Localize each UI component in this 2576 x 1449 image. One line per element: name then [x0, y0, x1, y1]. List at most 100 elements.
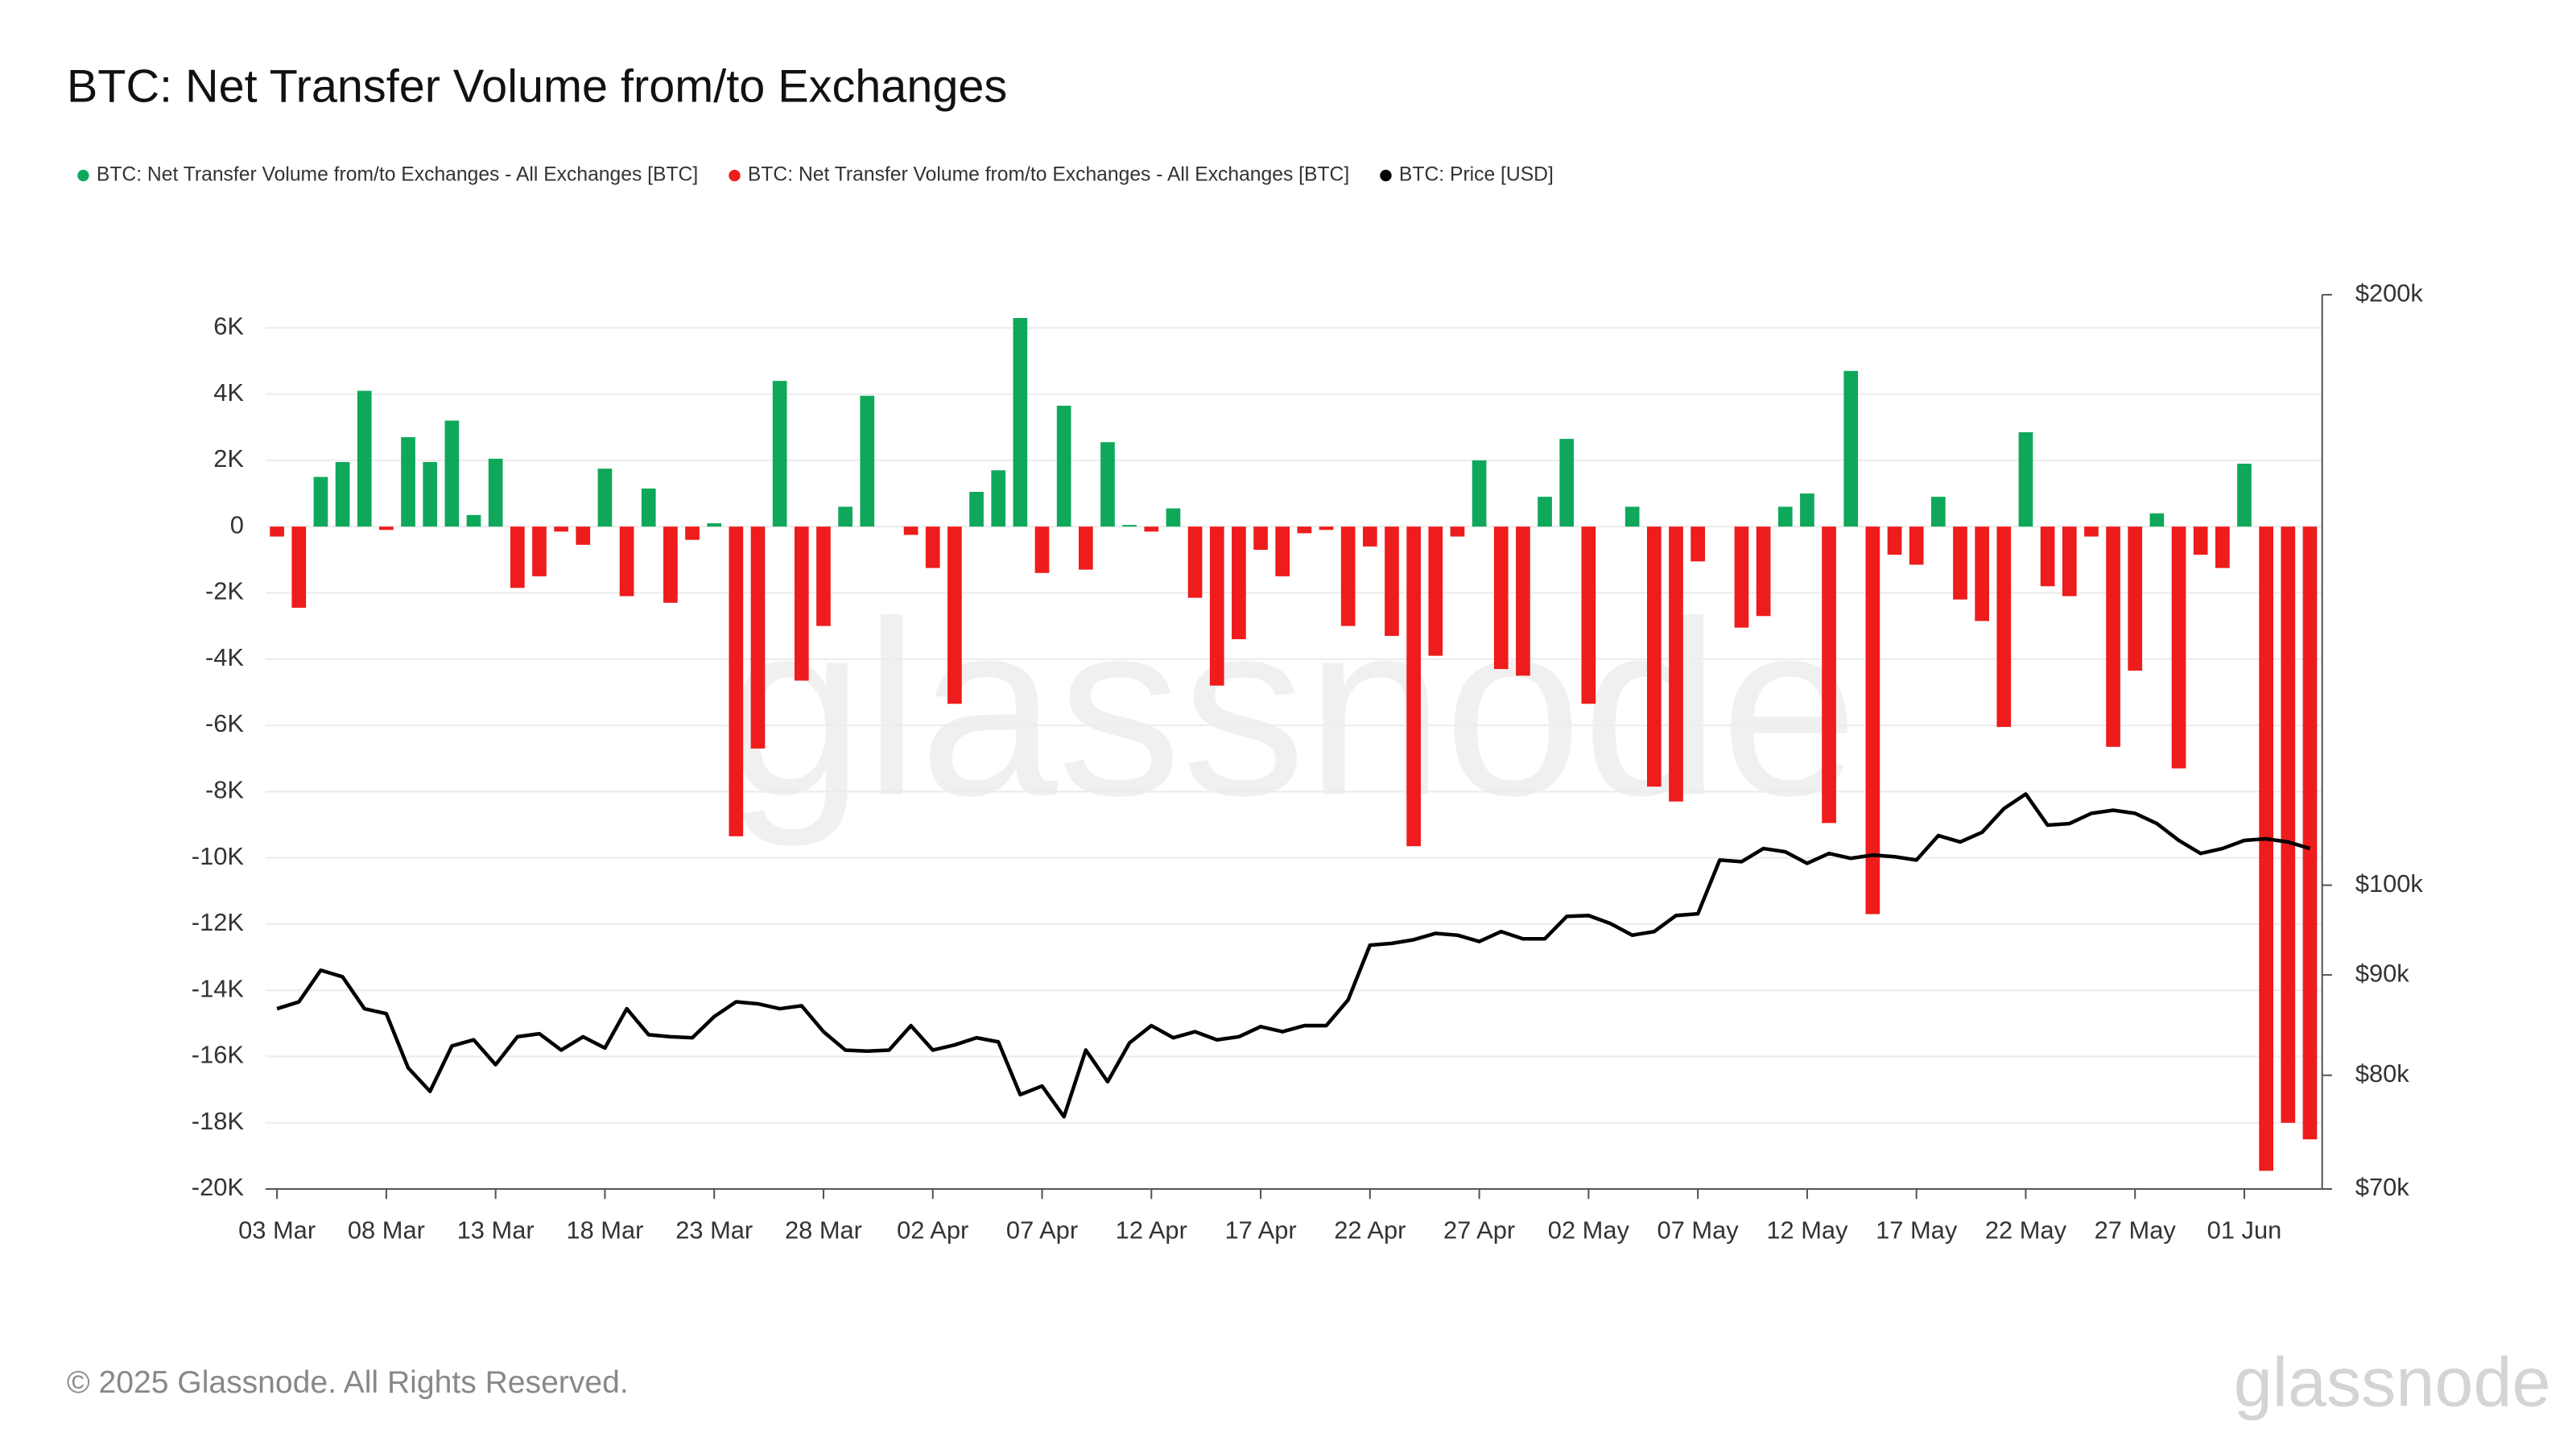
- x-tick-label: 03 Mar: [238, 1216, 316, 1245]
- y-tick-label: -18K: [192, 1107, 245, 1135]
- chart-title: BTC: Net Transfer Volume from/to Exchang…: [67, 60, 1007, 112]
- bar: [1187, 526, 1203, 598]
- bar: [2084, 526, 2099, 537]
- watermark: glassnode: [726, 571, 1859, 848]
- bar: [1559, 439, 1575, 527]
- y2-tick-label: $100k: [2355, 869, 2424, 898]
- bar: [1822, 526, 1836, 824]
- bar: [1166, 508, 1181, 527]
- legend-label: BTC: Price [USD]: [1399, 164, 1554, 186]
- bar: [2018, 431, 2033, 527]
- bar: [1800, 493, 1814, 527]
- bar: [816, 526, 831, 626]
- bar: [750, 526, 766, 749]
- y-tick-label: -8K: [205, 775, 244, 803]
- bar: [597, 469, 613, 527]
- price-line: [276, 792, 2311, 1119]
- bar: [444, 420, 460, 527]
- bar: [1581, 526, 1596, 704]
- bar: [1865, 526, 1880, 914]
- legend-marker: [729, 169, 741, 182]
- bar: [357, 390, 372, 527]
- bar: [2302, 526, 2318, 1140]
- bar: [2106, 526, 2120, 747]
- x-tick-label: 12 May: [1766, 1216, 1848, 1245]
- bar: [903, 526, 919, 535]
- bar: [1144, 526, 1159, 532]
- bar: [2237, 464, 2252, 527]
- bar: [1996, 526, 2012, 728]
- bar: [1734, 526, 1749, 628]
- bar: [335, 461, 350, 527]
- y-tick-label: 6K: [213, 312, 244, 340]
- bar: [291, 526, 307, 608]
- y-tick-label: -6K: [205, 709, 244, 737]
- y-tick-label: 2K: [213, 444, 244, 473]
- bar: [554, 526, 568, 532]
- bar: [1953, 526, 1967, 600]
- x-tick-label: 13 Mar: [457, 1216, 535, 1245]
- bar: [379, 526, 394, 530]
- x-tick-label: 08 Mar: [348, 1216, 425, 1245]
- bar: [707, 523, 722, 527]
- logo: glassnode: [2234, 1344, 2551, 1422]
- bar: [1428, 526, 1443, 656]
- legend-label: BTC: Net Transfer Volume from/to Exchang…: [97, 164, 698, 186]
- bar: [2259, 526, 2273, 1171]
- bar: [1516, 526, 1530, 676]
- copyright: © 2025 Glassnode. All Rights Reserved.: [67, 1365, 629, 1400]
- y-tick-label: -14K: [192, 974, 245, 1002]
- bar: [1493, 526, 1509, 670]
- y-tick-label: 0: [230, 510, 244, 539]
- y-tick-label: -10K: [192, 842, 245, 870]
- bar: [1690, 526, 1705, 562]
- legend: BTC: Net Transfer Volume from/to Exchang…: [77, 164, 1554, 186]
- y-tick-label: -2K: [205, 577, 244, 605]
- bar: [1056, 406, 1071, 527]
- bar: [1232, 526, 1246, 640]
- x-tick-label: 18 Mar: [566, 1216, 643, 1245]
- x-tick-label: 17 May: [1876, 1216, 1958, 1245]
- bar: [1646, 526, 1662, 787]
- bar: [2281, 526, 2296, 1123]
- x-tick-label: 01 Jun: [2207, 1216, 2282, 1245]
- bar: [1777, 506, 1793, 527]
- y2-tick-label: $90k: [2355, 959, 2409, 987]
- bar: [1209, 526, 1224, 686]
- bar: [2062, 526, 2077, 597]
- bar: [1756, 526, 1771, 617]
- y-tick-label: -16K: [192, 1041, 245, 1069]
- bar: [1253, 526, 1268, 550]
- bar: [969, 491, 984, 527]
- bar: [2215, 526, 2230, 568]
- bar: [663, 526, 678, 603]
- y2-tick-label: $80k: [2355, 1059, 2409, 1088]
- bar: [1078, 526, 1093, 570]
- bar: [1624, 506, 1640, 527]
- bar: [488, 458, 503, 527]
- bar: [794, 526, 809, 681]
- bar: [270, 526, 284, 537]
- x-tick-label: 28 Mar: [785, 1216, 862, 1245]
- bar: [2128, 526, 2143, 671]
- bar: [947, 526, 962, 704]
- bar: [401, 437, 415, 527]
- bar: [619, 526, 634, 597]
- x-tick-label: 23 Mar: [675, 1216, 753, 1245]
- bar: [1930, 497, 1946, 527]
- bar: [1538, 497, 1552, 527]
- bar: [1975, 526, 1989, 621]
- bar: [685, 526, 700, 540]
- bar: [729, 526, 744, 836]
- x-tick-label: 12 Apr: [1116, 1216, 1187, 1245]
- bar: [641, 488, 656, 527]
- bar: [1297, 526, 1312, 534]
- bar: [860, 395, 875, 527]
- bar: [1909, 526, 1924, 565]
- bar: [1034, 526, 1050, 573]
- bar: [1340, 526, 1356, 626]
- bar: [2193, 526, 2208, 555]
- bar: [2149, 513, 2165, 527]
- x-tick-label: 17 Apr: [1224, 1216, 1296, 1245]
- bar: [1887, 526, 1902, 555]
